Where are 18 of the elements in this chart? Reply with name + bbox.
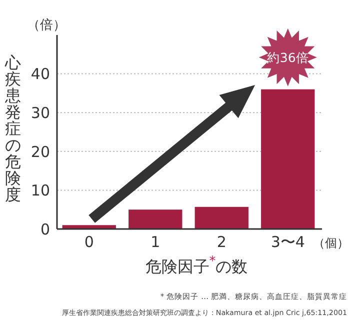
- bar: [194, 206, 248, 229]
- text: （個）: [313, 236, 349, 250]
- y-tick-label: 30: [30, 104, 50, 122]
- x-tick-label: 3〜4: [270, 233, 305, 251]
- x-axis-title: 危険因子$^{*}$の数: [145, 254, 248, 276]
- x-tick-label: 2: [216, 233, 226, 251]
- bar: [62, 225, 116, 229]
- x-tick-label: 1: [150, 233, 160, 251]
- bar: [261, 89, 315, 229]
- y-tick-label: 10: [30, 182, 50, 200]
- annotation: 約36倍: [266, 50, 309, 65]
- bar: [128, 210, 182, 229]
- y-tick-label: 40: [30, 65, 50, 84]
- y-tick-label: 0: [40, 220, 50, 238]
- x-tick-label: 0: [84, 233, 94, 251]
- y-tick-label: 20: [30, 142, 50, 161]
- text: 心疾患発症の危険度: [5, 53, 21, 204]
- text: （倍）: [27, 18, 66, 33]
